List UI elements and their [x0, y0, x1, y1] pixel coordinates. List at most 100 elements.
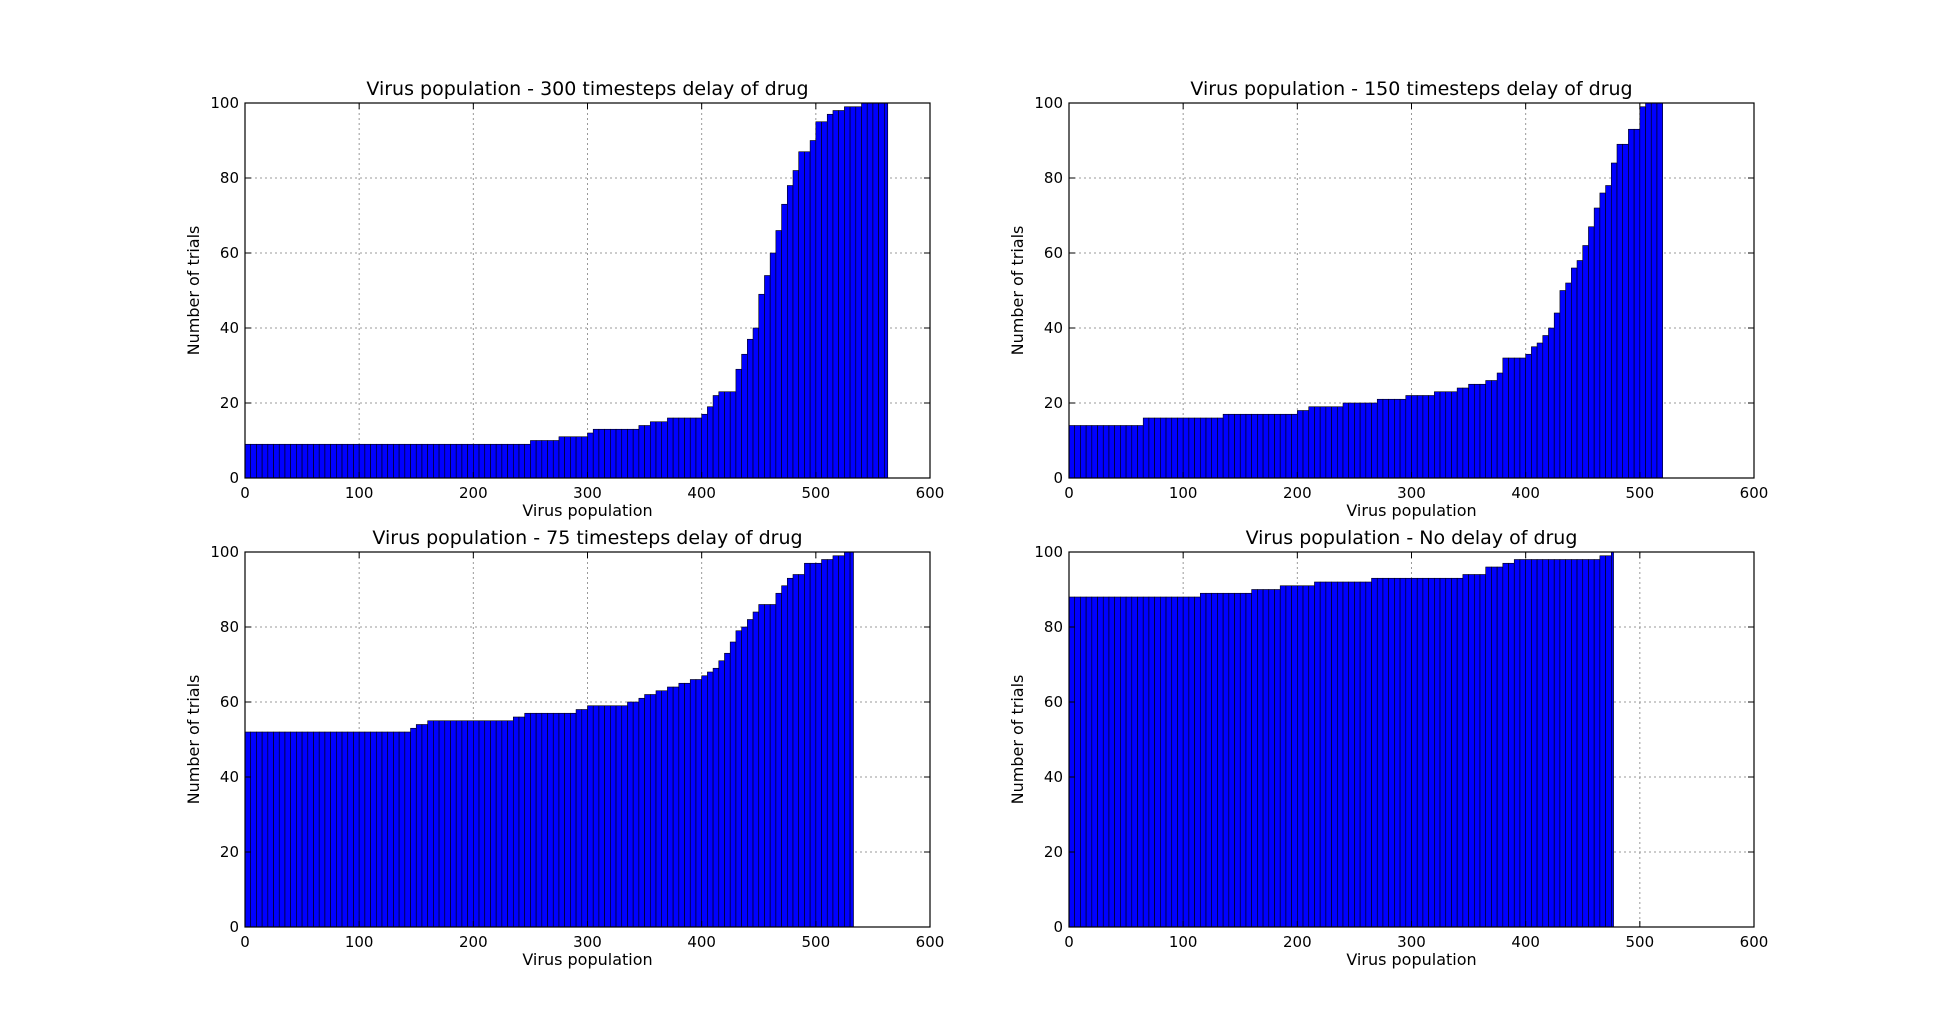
histogram-bar: [507, 443, 514, 479]
x-tick-label: 200: [1283, 484, 1312, 502]
histogram-bar: [1462, 574, 1469, 928]
histogram-bar: [1496, 566, 1504, 928]
y-tick-label: 60: [1044, 693, 1063, 711]
histogram-bar: [1188, 596, 1195, 928]
histogram-bar: [524, 712, 531, 928]
histogram-bar: [1553, 559, 1561, 928]
y-axis-label: Number of trials: [184, 675, 203, 805]
histogram-bar: [1142, 596, 1150, 928]
histogram-bar: [1359, 402, 1367, 479]
y-tick-label: 100: [210, 94, 239, 112]
histogram-bar: [1519, 559, 1526, 928]
histogram-bar: [592, 428, 600, 479]
histogram-bar: [1245, 592, 1252, 928]
histogram-bar: [558, 436, 565, 479]
histogram-bar: [1605, 185, 1612, 479]
histogram-bar: [786, 577, 794, 928]
histogram-bar: [655, 421, 663, 479]
histogram-bar: [398, 443, 406, 479]
histogram-bar: [1468, 574, 1475, 928]
x-tick-label: 0: [240, 933, 250, 951]
histogram-bar: [1080, 596, 1087, 928]
histogram-bar: [1542, 559, 1549, 928]
histogram-bar: [1074, 596, 1081, 928]
histogram-bar: [415, 443, 423, 479]
histogram-bar: [832, 555, 839, 928]
x-tick-label: 100: [345, 933, 374, 951]
histogram-bar: [1382, 398, 1389, 479]
histogram-bar: [598, 705, 605, 928]
histogram-bar: [1508, 562, 1515, 928]
histogram-bar: [1354, 402, 1361, 479]
histogram-bar: [718, 660, 725, 928]
histogram-bar: [752, 611, 760, 928]
histogram-bar: [604, 428, 611, 479]
histogram-bar: [1456, 577, 1464, 928]
histogram-bar: [290, 731, 297, 928]
histogram-bar: [724, 652, 731, 928]
histogram-bar: [1593, 559, 1601, 928]
histogram-bar: [358, 443, 366, 479]
histogram-bar: [1257, 413, 1264, 479]
histogram-bar: [1479, 383, 1487, 479]
histogram-bar: [1291, 585, 1298, 928]
histogram-bar: [855, 106, 862, 479]
histogram-bar: [758, 293, 765, 479]
histogram-bar: [415, 724, 423, 928]
histogram-bar: [296, 443, 303, 479]
histogram-bar: [1142, 417, 1150, 479]
bars-group: [244, 102, 889, 479]
histogram-bar: [638, 697, 645, 928]
x-tick-label: 600: [1740, 933, 1769, 951]
histogram-bar: [1536, 559, 1544, 928]
histogram-bar: [433, 443, 440, 479]
histogram-bar: [1536, 342, 1544, 479]
histogram-bar: [1502, 357, 1509, 479]
x-tick-label: 100: [1169, 933, 1198, 951]
histogram-bar: [427, 443, 434, 479]
histogram-bar: [438, 443, 446, 479]
histogram-bar: [1262, 589, 1270, 928]
histogram-bar: [1405, 577, 1412, 928]
histogram-bar: [1513, 559, 1521, 928]
histogram-bar: [450, 720, 457, 928]
bars-group: [1068, 551, 1614, 928]
histogram-bar: [1085, 425, 1093, 479]
histogram-bar: [1382, 577, 1389, 928]
histogram-bar: [273, 731, 280, 928]
histogram-bar: [1491, 380, 1498, 479]
histogram-bar: [1610, 551, 1614, 928]
histogram-bar: [741, 626, 748, 928]
chart-title: Virus population - 150 timesteps delay o…: [1190, 78, 1632, 100]
x-tick-label: 500: [1626, 484, 1655, 502]
histogram-bar: [1342, 402, 1350, 479]
histogram-bar: [501, 720, 508, 928]
y-tick-label: 100: [210, 543, 239, 561]
histogram-bar: [535, 440, 543, 479]
histogram-bar: [781, 585, 788, 928]
histogram-bar: [866, 102, 874, 479]
histogram-bar: [381, 731, 389, 928]
histogram-bar: [1445, 577, 1452, 928]
histogram-bar: [1285, 585, 1292, 928]
histogram-bar: [872, 102, 879, 479]
histogram-bar: [1394, 577, 1401, 928]
histogram-bar: [1199, 417, 1207, 479]
histogram-bar: [1125, 596, 1133, 928]
histogram-bar: [1302, 410, 1310, 479]
histogram-bar: [1371, 577, 1378, 928]
histogram-bar: [256, 443, 263, 479]
histogram-bar: [313, 443, 320, 479]
histogram-bar: [884, 102, 889, 479]
histogram-bar: [627, 701, 634, 928]
histogram-bar: [375, 443, 383, 479]
x-tick-label: 600: [1740, 484, 1769, 502]
histogram-bar: [587, 705, 594, 928]
histogram-bar: [1217, 592, 1224, 928]
histogram-bar: [421, 724, 428, 928]
histogram-bar: [678, 682, 685, 928]
histogram-bar: [547, 440, 554, 479]
histogram-bar: [278, 443, 286, 479]
x-tick-label: 500: [802, 933, 831, 951]
histogram-bar: [1371, 402, 1378, 479]
